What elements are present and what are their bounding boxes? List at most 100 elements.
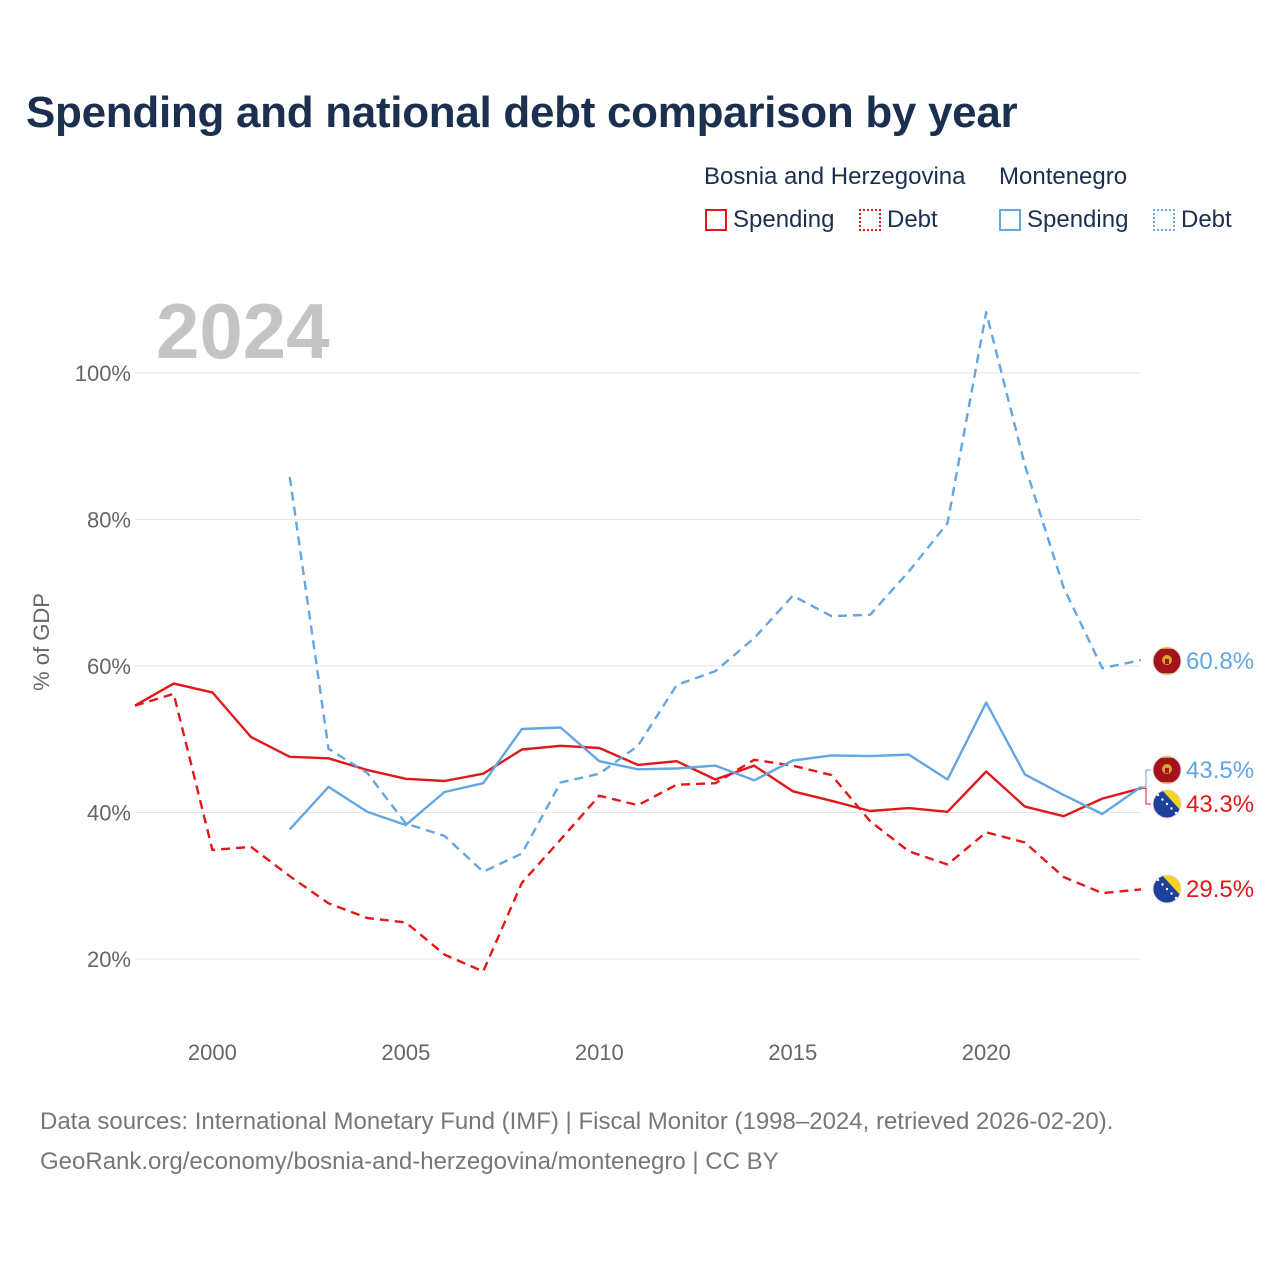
data-point[interactable] bbox=[1022, 771, 1028, 777]
data-point[interactable] bbox=[712, 668, 718, 674]
data-point[interactable] bbox=[1138, 886, 1144, 892]
data-point[interactable] bbox=[712, 763, 718, 769]
data-point[interactable] bbox=[287, 873, 293, 879]
data-point[interactable] bbox=[1138, 657, 1144, 663]
data-point[interactable] bbox=[364, 770, 370, 776]
data-point[interactable] bbox=[1099, 665, 1105, 671]
data-point[interactable] bbox=[635, 802, 641, 808]
data-point[interactable] bbox=[635, 743, 641, 749]
data-point[interactable] bbox=[1022, 462, 1028, 468]
data-point[interactable] bbox=[558, 743, 564, 749]
data-point[interactable] bbox=[790, 788, 796, 794]
data-point[interactable] bbox=[480, 869, 486, 875]
data-point[interactable] bbox=[442, 778, 448, 784]
data-point[interactable] bbox=[209, 689, 215, 695]
data-point[interactable] bbox=[1061, 813, 1067, 819]
data-point[interactable] bbox=[983, 829, 989, 835]
data-point[interactable] bbox=[828, 798, 834, 804]
data-point[interactable] bbox=[1061, 874, 1067, 880]
data-point[interactable] bbox=[712, 780, 718, 786]
data-point[interactable] bbox=[442, 952, 448, 958]
data-point[interactable] bbox=[945, 862, 951, 868]
data-point[interactable] bbox=[325, 784, 331, 790]
data-point[interactable] bbox=[1061, 585, 1067, 591]
series-line-montenegro-spending[interactable] bbox=[288, 701, 1142, 831]
data-point[interactable] bbox=[1022, 840, 1028, 846]
data-point[interactable] bbox=[751, 777, 757, 783]
data-point[interactable] bbox=[674, 766, 680, 772]
series-line-montenegro-debt[interactable] bbox=[288, 311, 1142, 873]
data-point[interactable] bbox=[945, 520, 951, 526]
data-point[interactable] bbox=[751, 763, 757, 769]
data-point[interactable] bbox=[867, 818, 873, 824]
data-point[interactable] bbox=[867, 612, 873, 618]
data-point[interactable] bbox=[171, 691, 177, 697]
data-point[interactable] bbox=[558, 779, 564, 785]
data-point[interactable] bbox=[403, 820, 409, 826]
data-point[interactable] bbox=[635, 766, 641, 772]
data-point[interactable] bbox=[248, 734, 254, 740]
data-point[interactable] bbox=[790, 757, 796, 763]
data-point[interactable] bbox=[519, 747, 525, 753]
data-point[interactable] bbox=[596, 793, 602, 799]
data-point[interactable] bbox=[248, 844, 254, 850]
data-point[interactable] bbox=[287, 826, 293, 832]
data-point[interactable] bbox=[287, 474, 293, 480]
data-point[interactable] bbox=[325, 900, 331, 906]
data-point[interactable] bbox=[983, 768, 989, 774]
data-point[interactable] bbox=[558, 837, 564, 843]
data-point[interactable] bbox=[480, 771, 486, 777]
data-point[interactable] bbox=[983, 700, 989, 706]
data-point[interactable] bbox=[1022, 804, 1028, 810]
data-point[interactable] bbox=[751, 635, 757, 641]
data-point[interactable] bbox=[906, 805, 912, 811]
data-point[interactable] bbox=[828, 613, 834, 619]
data-point[interactable] bbox=[1099, 796, 1105, 802]
data-point[interactable] bbox=[325, 755, 331, 761]
data-point[interactable] bbox=[828, 752, 834, 758]
data-point[interactable] bbox=[403, 776, 409, 782]
data-point[interactable] bbox=[519, 880, 525, 886]
legend-item-bosnia-spending[interactable]: Spending bbox=[705, 205, 834, 235]
data-point[interactable] bbox=[596, 745, 602, 751]
data-point[interactable] bbox=[906, 752, 912, 758]
data-point[interactable] bbox=[519, 851, 525, 857]
legend-item-montenegro-debt[interactable]: Debt bbox=[1153, 205, 1232, 235]
data-point[interactable] bbox=[751, 757, 757, 763]
data-point[interactable] bbox=[674, 782, 680, 788]
legend-item-montenegro-spending[interactable]: Spending bbox=[999, 205, 1128, 235]
series-line-bosnia-and-herzegovina-debt[interactable] bbox=[134, 692, 1142, 973]
data-point[interactable] bbox=[364, 809, 370, 815]
data-point[interactable] bbox=[867, 753, 873, 759]
data-point[interactable] bbox=[403, 919, 409, 925]
data-point[interactable] bbox=[945, 777, 951, 783]
data-point[interactable] bbox=[480, 780, 486, 786]
data-point[interactable] bbox=[945, 809, 951, 815]
data-point[interactable] bbox=[906, 569, 912, 575]
data-point[interactable] bbox=[828, 772, 834, 778]
series-line-bosnia-and-herzegovina-spending[interactable] bbox=[134, 682, 1142, 818]
data-point[interactable] bbox=[287, 754, 293, 760]
data-point[interactable] bbox=[596, 771, 602, 777]
data-point[interactable] bbox=[364, 915, 370, 921]
data-point[interactable] bbox=[1099, 811, 1105, 817]
data-point[interactable] bbox=[790, 593, 796, 599]
data-point[interactable] bbox=[906, 848, 912, 854]
data-point[interactable] bbox=[674, 758, 680, 764]
data-point[interactable] bbox=[209, 847, 215, 853]
data-point[interactable] bbox=[867, 808, 873, 814]
data-point[interactable] bbox=[171, 681, 177, 687]
data-point[interactable] bbox=[519, 726, 525, 732]
data-point[interactable] bbox=[325, 746, 331, 752]
data-point[interactable] bbox=[442, 833, 448, 839]
data-point[interactable] bbox=[558, 725, 564, 731]
data-point[interactable] bbox=[596, 758, 602, 764]
legend-item-bosnia-debt[interactable]: Debt bbox=[859, 205, 938, 235]
data-point[interactable] bbox=[442, 789, 448, 795]
data-point[interactable] bbox=[132, 703, 138, 709]
data-point[interactable] bbox=[790, 763, 796, 769]
data-point[interactable] bbox=[480, 968, 486, 974]
data-point[interactable] bbox=[674, 682, 680, 688]
data-point[interactable] bbox=[983, 309, 989, 315]
data-point[interactable] bbox=[1099, 890, 1105, 896]
